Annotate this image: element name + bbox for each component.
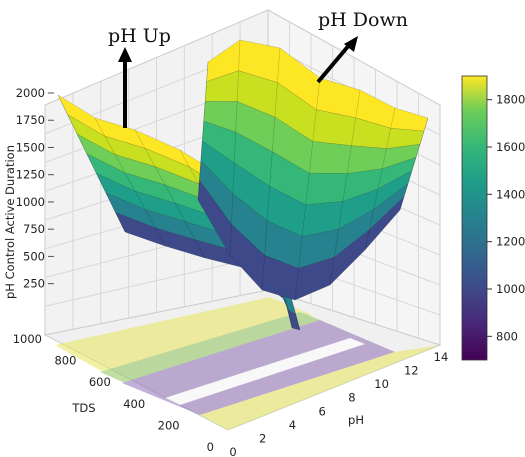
x-tick-label: 4 <box>289 418 296 432</box>
ph-down-label: pH Down <box>318 9 408 31</box>
left-surface-mesh <box>134 129 206 259</box>
right-surface-mesh <box>399 117 429 211</box>
y-axis-label: TDS <box>71 401 95 415</box>
x-tick-label: 10 <box>374 377 389 391</box>
y-tick-label: 200 <box>158 418 180 432</box>
z-tick-label: 500 <box>23 249 45 263</box>
colorbar-tick-label: 1600 <box>496 140 525 154</box>
x-axis-ticks: 0 2 4 6 8 10 12 14 <box>229 350 448 457</box>
z-tick-label: 1000 <box>16 195 45 209</box>
ph-down-arrow-shaft <box>316 42 352 84</box>
right-surface-ph-down <box>197 39 429 301</box>
y-tick-label: 800 <box>54 354 76 368</box>
x-tick-label: 0 <box>229 445 236 457</box>
x-tick-label: 2 <box>259 431 266 445</box>
floor-contour-white-band <box>165 338 365 405</box>
ph-up-arrow-head <box>118 47 132 62</box>
x-tick-label: 6 <box>318 404 325 418</box>
floor-contour-yellow-right <box>200 345 440 430</box>
left-surface-mesh <box>57 94 126 233</box>
right-surface-mesh <box>261 47 281 291</box>
floor-contour-green <box>100 312 320 383</box>
z-tick-label: 1250 <box>16 168 45 182</box>
y-axis-ticks: 0 200 400 600 800 1000 <box>13 332 214 454</box>
colorbar-tick-label: 1400 <box>496 187 525 201</box>
floor-contour-projection <box>55 297 440 430</box>
colorbar-gradient <box>461 75 488 361</box>
y-tick-label: 600 <box>89 375 111 389</box>
colorbar-ticks: 800 1000 1200 1400 1600 1800 <box>487 93 525 343</box>
colorbar-tick-label: 800 <box>496 329 518 343</box>
floor-contour-yellow-left <box>55 297 312 376</box>
colorbar-tick-label: 1000 <box>496 282 525 296</box>
y-tick-label: 1000 <box>13 332 42 346</box>
z-tick-label: 2000 <box>16 86 45 100</box>
x-tick-label: 14 <box>434 350 449 364</box>
left-surface-band <box>114 211 301 331</box>
ph-up-label: pH Up <box>108 25 171 47</box>
z-tick-label: 1500 <box>16 140 45 154</box>
colorbar-tick-label: 1200 <box>496 235 525 249</box>
z-axis-ticks: 250 500 750 1000 1250 1500 1750 2000 <box>16 86 54 291</box>
y-tick-label: 0 <box>207 440 214 454</box>
annotation-ph-up: pH Up <box>108 25 171 128</box>
y-tick-label: 400 <box>123 397 145 411</box>
x-axis-label: pH <box>348 413 364 427</box>
annotation-ph-down: pH Down <box>316 9 408 84</box>
colorbar-tick-label: 1800 <box>496 93 525 107</box>
x-tick-label: 12 <box>404 364 419 378</box>
right-surface-mesh <box>364 107 396 251</box>
ph-down-arrow-head <box>344 36 358 52</box>
right-surface-mesh <box>329 89 361 286</box>
right-surface-mesh <box>197 61 209 201</box>
z-tick-label: 750 <box>23 222 45 236</box>
right-surface-mesh <box>294 77 321 301</box>
z-axis-label: pH Control Active Duration <box>3 145 17 299</box>
z-tick-label: 250 <box>23 277 45 291</box>
right-surface-band <box>197 179 405 301</box>
z-tick-label: 1750 <box>16 113 45 127</box>
left-surface-mesh <box>94 117 166 247</box>
x-tick-label: 8 <box>348 391 355 405</box>
left-surface-ph-up <box>57 94 301 331</box>
colorbar: 800 1000 1200 1400 1600 1800 <box>461 75 525 361</box>
right-surface-mesh <box>229 39 241 256</box>
